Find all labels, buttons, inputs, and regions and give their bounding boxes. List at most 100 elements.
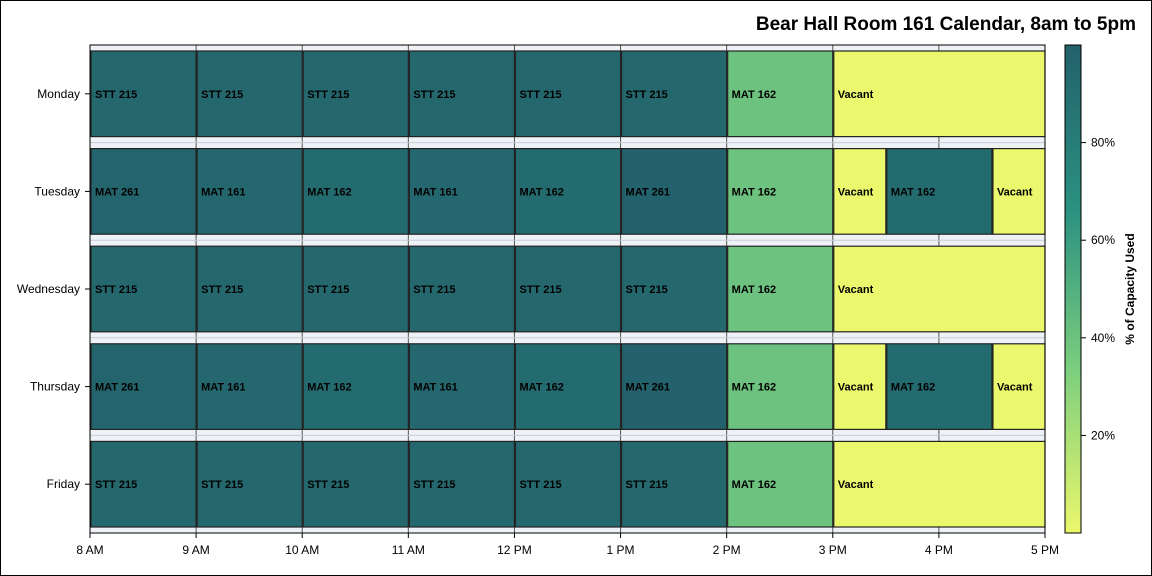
booking-block[interactable] [408,148,516,235]
booking-block[interactable] [620,343,728,430]
booking-label: Vacant [838,186,874,198]
booking-block[interactable] [833,148,887,235]
booking-label: STT 215 [201,479,243,491]
booking-label: MAT 161 [413,186,457,198]
booking-block[interactable] [196,245,303,333]
booking-block[interactable] [727,343,834,430]
booking-block[interactable] [620,50,728,138]
x-tick-label: 12 PM [497,543,532,557]
booking-label: MAT 161 [413,382,457,394]
booking-block[interactable] [514,245,622,333]
booking-label: STT 215 [626,89,668,101]
booking-block[interactable] [302,440,409,528]
booking-label: Vacant [838,284,874,296]
x-tick-label: 5 PM [1031,543,1059,557]
booking-label: STT 215 [307,479,349,491]
booking-label: STT 215 [413,284,455,296]
x-tick-label: 10 AM [285,543,319,557]
x-tick-label: 11 AM [392,543,425,557]
booking-label: MAT 161 [201,382,245,394]
booking-label: MAT 162 [732,382,776,394]
booking-block[interactable] [833,50,1046,138]
booking-block[interactable] [727,50,834,138]
booking-label: MAT 162 [732,186,776,198]
booking-block[interactable] [196,50,303,138]
colorbar-title: % of Capacity Used [1123,233,1137,344]
booking-label: STT 215 [413,479,455,491]
booking-label: Vacant [838,479,874,491]
booking-label: Vacant [838,382,874,394]
booking-block[interactable] [196,343,303,430]
booking-block[interactable] [408,245,516,333]
booking-block[interactable] [620,440,728,528]
booking-label: MAT 162 [732,284,776,296]
booking-block[interactable] [727,440,834,528]
booking-label: STT 215 [519,479,561,491]
x-tick-label: 4 PM [925,543,953,557]
booking-label: STT 215 [307,89,349,101]
booking-label: STT 215 [626,284,668,296]
booking-block[interactable] [196,440,303,528]
colorbar-tick-label: 60% [1091,233,1115,247]
colorbar [1064,44,1082,534]
chart-title: Bear Hall Room 161 Calendar, 8am to 5pm [755,14,1136,35]
booking-block[interactable] [992,148,1046,235]
y-tick-label: Tuesday [34,184,80,198]
booking-block[interactable] [408,50,516,138]
booking-block[interactable] [302,50,409,138]
booking-label: MAT 162 [891,186,935,198]
colorbar-tick-label: 40% [1091,331,1115,345]
booking-block[interactable] [514,50,622,138]
booking-label: STT 215 [95,89,137,101]
booking-block[interactable] [620,245,728,333]
booking-label: STT 215 [201,89,243,101]
x-tick-label: 9 AM [182,543,209,557]
booking-block[interactable] [90,148,197,235]
booking-block[interactable] [302,148,409,235]
booking-label: MAT 261 [95,186,139,198]
y-tick-label: Wednesday [17,282,80,296]
booking-label: STT 215 [95,284,137,296]
booking-label: MAT 161 [201,186,245,198]
booking-block[interactable] [727,148,834,235]
booking-block[interactable] [886,343,993,430]
y-tick-label: Monday [37,87,80,101]
booking-block[interactable] [90,440,197,528]
booking-block[interactable] [408,343,516,430]
booking-label: STT 215 [307,284,349,296]
booking-block[interactable] [408,440,516,528]
booking-block[interactable] [90,343,197,430]
booking-block[interactable] [90,245,197,333]
booking-block[interactable] [620,148,728,235]
booking-label: STT 215 [95,479,137,491]
booking-block[interactable] [514,148,622,235]
booking-block[interactable] [302,245,409,333]
booking-label: MAT 261 [626,186,670,198]
booking-block[interactable] [886,148,993,235]
colorbar-tick-label: 80% [1091,136,1115,150]
booking-label: MAT 162 [891,382,935,394]
booking-label: MAT 261 [626,382,670,394]
booking-label: MAT 162 [732,89,776,101]
y-tick-label: Thursday [30,380,80,394]
booking-block[interactable] [196,148,303,235]
booking-label: MAT 162 [519,382,563,394]
booking-label: STT 215 [519,89,561,101]
booking-label: Vacant [997,382,1033,394]
booking-label: Vacant [838,89,874,101]
booking-label: MAT 162 [307,382,351,394]
booking-label: Vacant [997,186,1033,198]
booking-label: MAT 162 [307,186,351,198]
booking-block[interactable] [727,245,834,333]
colorbar-tick-label: 20% [1091,428,1115,442]
booking-block[interactable] [514,440,622,528]
booking-block[interactable] [833,245,1046,333]
booking-label: MAT 162 [519,186,563,198]
booking-block[interactable] [833,343,887,430]
booking-block[interactable] [514,343,622,430]
booking-block[interactable] [302,343,409,430]
booking-block[interactable] [90,50,197,138]
booking-label: STT 215 [413,89,455,101]
x-tick-label: 3 PM [819,543,847,557]
